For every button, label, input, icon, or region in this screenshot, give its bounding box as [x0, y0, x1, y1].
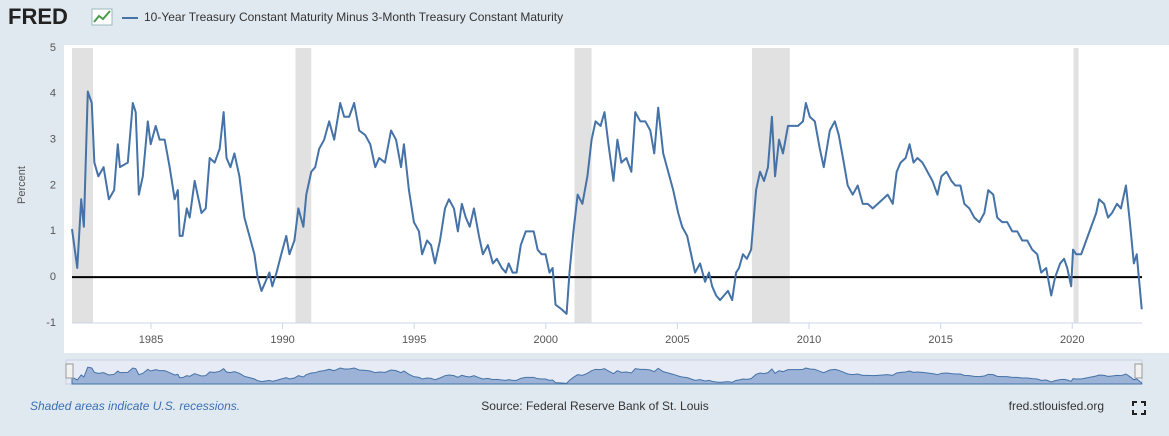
- series-line: [71, 90, 1143, 315]
- x-tick-label: 2020: [1060, 334, 1084, 346]
- logo-icon: [91, 8, 113, 26]
- site-link[interactable]: fred.stlouisfed.org: [1009, 399, 1104, 413]
- y-tick-label: -1: [46, 317, 56, 329]
- x-tick-label: 1995: [402, 334, 426, 346]
- navigator-series: [71, 366, 1143, 385]
- source: Source: Federal Reserve Bank of St. Loui…: [481, 399, 708, 413]
- navigator-area: [71, 366, 1143, 385]
- y-tick-label: 3: [50, 134, 56, 146]
- legend-label: 10-Year Treasury Constant Maturity Minus…: [144, 10, 563, 24]
- navigator-handle[interactable]: [1134, 363, 1143, 379]
- y-tick-label: 0: [50, 271, 56, 283]
- navigator: [65, 359, 1143, 385]
- y-tick-label: 5: [50, 42, 56, 54]
- plot-area: -1 0 1 2 3 4 5 1985 1990 1995 2000 2005 2010 2015 2020: [46, 42, 1143, 346]
- recession-note: Shaded areas indicate U.S. recessions.: [30, 399, 240, 413]
- x-tick-label: 2005: [665, 334, 689, 346]
- navigator-handle[interactable]: [65, 363, 74, 379]
- x-tick-label: 2000: [534, 334, 558, 346]
- fullscreen-button[interactable]: [1132, 401, 1146, 415]
- logo: FRED: [8, 4, 68, 29]
- y-tick-label: 4: [50, 88, 56, 100]
- recession-band: [72, 48, 94, 323]
- x-tick-label: 2015: [928, 334, 952, 346]
- x-tick-label: 2010: [797, 334, 821, 346]
- recession-band: [1073, 48, 1079, 323]
- x-tick-label: 1985: [139, 334, 163, 346]
- recession-band: [574, 48, 592, 323]
- y-tick-label: 1: [50, 225, 56, 237]
- x-tick-label: 1990: [270, 334, 294, 346]
- recession-band: [295, 48, 312, 323]
- y-tick-label: 2: [50, 179, 56, 191]
- y-axis-label: Percent: [16, 166, 28, 204]
- plot-panel: [64, 45, 1169, 353]
